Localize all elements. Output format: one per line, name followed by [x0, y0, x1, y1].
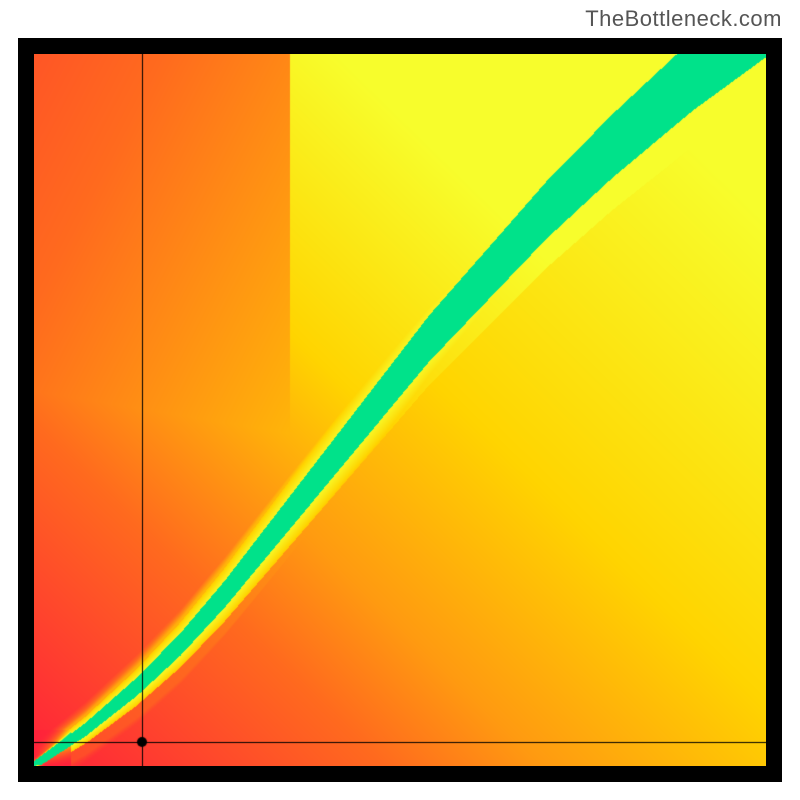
watermark-text: TheBottleneck.com	[585, 6, 782, 32]
plot-area	[34, 54, 766, 766]
plot-frame	[18, 38, 782, 782]
heatmap-canvas	[34, 54, 766, 766]
